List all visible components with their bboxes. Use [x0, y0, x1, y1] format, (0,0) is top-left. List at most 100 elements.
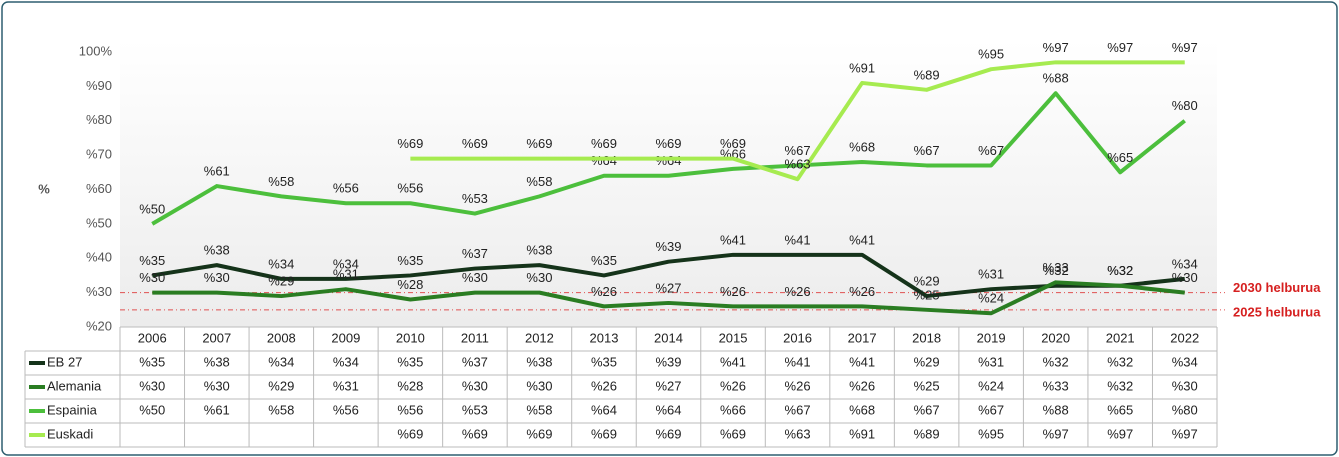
- data-label: %89: [914, 67, 940, 82]
- data-label: %26: [591, 284, 617, 299]
- table-cell: %63: [785, 426, 811, 441]
- table-cell: %39: [655, 354, 681, 369]
- table-cell: %97: [1043, 426, 1069, 441]
- data-label: %58: [526, 174, 552, 189]
- legend-label: Espainia: [47, 402, 98, 417]
- data-label: %30: [139, 270, 165, 285]
- table-cell: %65: [1107, 402, 1133, 417]
- data-label: %80: [1172, 98, 1198, 113]
- data-label: %69: [397, 136, 423, 151]
- data-label: %53: [462, 191, 488, 206]
- data-label: %30: [526, 270, 552, 285]
- x-tick-label: 2008: [267, 330, 296, 345]
- table-cell: %34: [268, 354, 294, 369]
- data-label: %67: [914, 143, 940, 158]
- table-cell: %30: [139, 378, 165, 393]
- table-cell: %95: [978, 426, 1004, 441]
- table-cell: %41: [785, 354, 811, 369]
- y-axis-label: %: [38, 181, 50, 196]
- data-label: %58: [268, 174, 294, 189]
- table-cell: %32: [1043, 354, 1069, 369]
- table-cell: %69: [655, 426, 681, 441]
- table-cell: %34: [333, 354, 359, 369]
- legend-label: EB 27: [47, 354, 82, 369]
- data-label: %41: [849, 232, 875, 247]
- x-tick-label: 2009: [331, 330, 360, 345]
- data-label: %37: [462, 246, 488, 261]
- table-cell: %38: [526, 354, 552, 369]
- series-line: [410, 60, 1185, 182]
- table-cell: %91: [849, 426, 875, 441]
- y-tick-label: %30: [86, 284, 112, 299]
- x-tick-label: 2019: [977, 330, 1006, 345]
- table-cell: %26: [720, 378, 746, 393]
- table-cell: %24: [978, 378, 1004, 393]
- table-cell: %25: [914, 378, 940, 393]
- data-label: %56: [333, 181, 359, 196]
- data-label: %26: [720, 284, 746, 299]
- table-cell: %67: [978, 402, 1004, 417]
- data-label: %33: [1043, 260, 1069, 275]
- data-label: %69: [655, 136, 681, 151]
- table-cell: %58: [526, 402, 552, 417]
- table-cell: %26: [785, 378, 811, 393]
- x-tick-label: 2020: [1041, 330, 1070, 345]
- table-cell: %97: [1107, 426, 1133, 441]
- data-label: %39: [655, 239, 681, 254]
- data-label: %27: [655, 280, 681, 295]
- x-tick-label: 2022: [1170, 330, 1199, 345]
- series-line: [152, 280, 1185, 316]
- data-label: %65: [1107, 150, 1133, 165]
- table-cell: %28: [397, 378, 423, 393]
- data-label: %69: [591, 136, 617, 151]
- table-cell: %67: [914, 402, 940, 417]
- table-cell: %68: [849, 402, 875, 417]
- table-cell: %61: [204, 402, 230, 417]
- x-tick-label: 2013: [590, 330, 619, 345]
- y-tick-label: %70: [86, 147, 112, 162]
- table-cell: %35: [397, 354, 423, 369]
- legend-label: Euskadi: [47, 426, 93, 441]
- legend-label: Alemania: [47, 378, 102, 393]
- y-tick-label: %90: [86, 78, 112, 93]
- data-label: %29: [914, 274, 940, 289]
- table-cell: %37: [462, 354, 488, 369]
- data-label: %67: [978, 143, 1004, 158]
- table-cell: %69: [397, 426, 423, 441]
- reference-label: 2030 helburua: [1233, 280, 1321, 295]
- x-tick-label: 2010: [396, 330, 425, 345]
- table-cell: %97: [1172, 426, 1198, 441]
- data-label: %35: [397, 253, 423, 268]
- table-cell: %88: [1043, 402, 1069, 417]
- x-tick-label: 2007: [202, 330, 231, 345]
- data-label: %95: [978, 47, 1004, 62]
- data-label: %97: [1043, 40, 1069, 55]
- table-cell: %29: [914, 354, 940, 369]
- data-label: %34: [268, 256, 294, 271]
- series-line: [151, 252, 1185, 299]
- table-cell: %67: [785, 402, 811, 417]
- table-cell: %80: [1172, 402, 1198, 417]
- table-cell: %31: [333, 378, 359, 393]
- y-tick-label: %20: [86, 318, 112, 333]
- data-label: %68: [849, 139, 875, 154]
- data-label: %88: [1043, 71, 1069, 86]
- data-label: %34: [333, 256, 359, 271]
- data-label: %69: [462, 136, 488, 151]
- table-cell: %30: [462, 378, 488, 393]
- x-tick-label: 2018: [912, 330, 941, 345]
- table-cell: %30: [204, 378, 230, 393]
- data-label: %30: [204, 270, 230, 285]
- table-cell: %30: [526, 378, 552, 393]
- table-cell: %50: [139, 402, 165, 417]
- y-tick-label: %50: [86, 215, 112, 230]
- table-cell: %32: [1107, 354, 1133, 369]
- data-label: %41: [785, 232, 811, 247]
- data-label: %30: [1172, 270, 1198, 285]
- x-tick-label: 2017: [848, 330, 877, 345]
- table-cell: %32: [1107, 378, 1133, 393]
- data-label: %64: [655, 153, 681, 168]
- x-tick-label: 2014: [654, 330, 683, 345]
- table-cell: %34: [1172, 354, 1198, 369]
